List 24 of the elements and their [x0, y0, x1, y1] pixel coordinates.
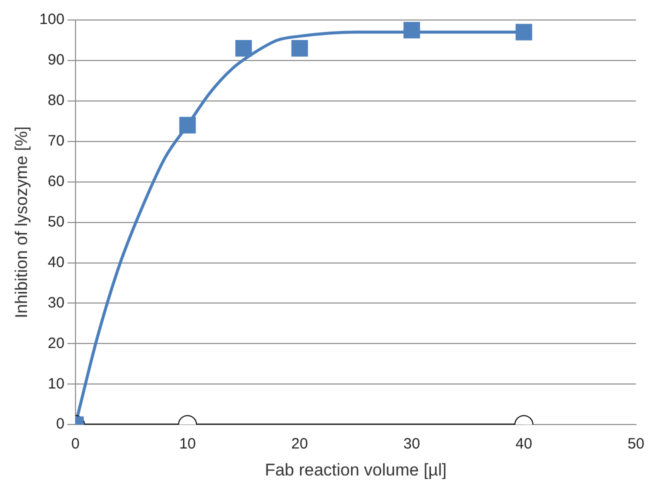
x-tick-label: 10: [179, 436, 196, 453]
point: [403, 22, 420, 38]
y-tick-label: 70: [48, 132, 64, 150]
y-tick-label: 20: [48, 334, 64, 352]
x-tick-label: 50: [628, 436, 644, 453]
point: [516, 24, 532, 40]
y-tick-label: 50: [48, 213, 64, 230]
y-tick-label: 80: [48, 92, 64, 110]
x-tick-label: 0: [71, 436, 80, 453]
point: [291, 40, 308, 57]
y-tick-label: 10: [48, 375, 64, 392]
y-tick-label: 30: [48, 294, 64, 312]
y-tick-label: 40: [48, 254, 64, 271]
y-tick-label: 60: [48, 172, 64, 190]
x-tick-label: 40: [516, 436, 532, 453]
point: [179, 116, 196, 134]
y-tick-label: 0: [56, 416, 64, 433]
x-axis-title: Fab reaction volume [µl]: [264, 460, 447, 480]
x-tick-label: 30: [403, 436, 420, 453]
y-tick-label: 90: [48, 52, 64, 69]
y-axis-title: Inhibition of lysozyme [%]: [12, 126, 31, 318]
y-tick-label: 100: [39, 11, 64, 28]
point: [235, 40, 252, 57]
x-tick-label: 20: [291, 436, 308, 453]
